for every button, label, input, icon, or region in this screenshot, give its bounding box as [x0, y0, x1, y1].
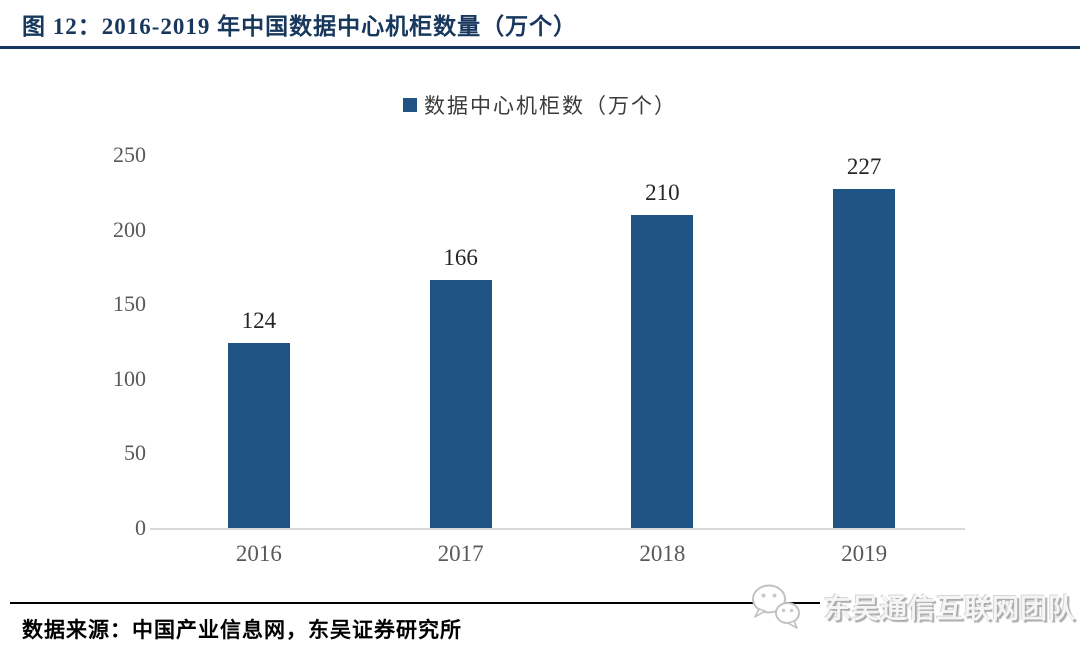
title-divider [0, 46, 1080, 49]
figure-title: 图 12：2016-2019 年中国数据中心机柜数量（万个） [22, 14, 578, 39]
x-tick-label: 2017 [437, 541, 484, 566]
bar [631, 214, 694, 528]
bar-value-label: 210 [645, 179, 680, 205]
y-tick-label: 0 [135, 515, 146, 540]
y-tick-label: 150 [113, 291, 146, 317]
bar [227, 343, 290, 528]
wechat-icon [752, 584, 800, 629]
bar-value-label: 124 [241, 308, 277, 333]
y-tick-label: 200 [113, 216, 146, 242]
bar-slot: 227 2019 [763, 154, 965, 566]
bar-slot: 124 2016 [158, 155, 360, 566]
bar-series: 124 2016 166 2017 210 2018 227 2019 [158, 154, 965, 566]
y-tick-label: 250 [113, 142, 146, 167]
x-tick-label: 2019 [841, 541, 888, 566]
y-axis: 0 50 100 150 200 250 [0, 142, 146, 540]
legend: 数据中心机柜数（万个） [0, 90, 1080, 120]
x-tick-label: 2016 [235, 541, 282, 566]
footer-divider [10, 602, 1010, 604]
legend-label: 数据中心机柜数（万个） [424, 94, 677, 118]
bar [833, 189, 896, 528]
y-tick-label: 50 [124, 440, 146, 466]
watermark-text: 东吴通信互联网团队 [820, 584, 1080, 628]
legend-swatch [403, 98, 417, 112]
bar-value-label: 227 [846, 154, 882, 180]
plot-area: 124 2016 166 2017 210 2018 227 2019 [150, 154, 965, 566]
bar-slot: 166 2017 [360, 155, 562, 566]
watermark: 东吴通信互联网团队 [748, 580, 1080, 632]
x-tick-label: 2018 [639, 541, 686, 566]
bar-value-label: 166 [443, 245, 478, 271]
bar [429, 280, 492, 528]
y-tick-label: 100 [113, 365, 146, 391]
axis-baseline [150, 528, 965, 530]
bar-slot: 210 2018 [562, 155, 764, 566]
source-note: 数据来源：中国产业信息网，东吴证券研究所 [22, 618, 462, 642]
